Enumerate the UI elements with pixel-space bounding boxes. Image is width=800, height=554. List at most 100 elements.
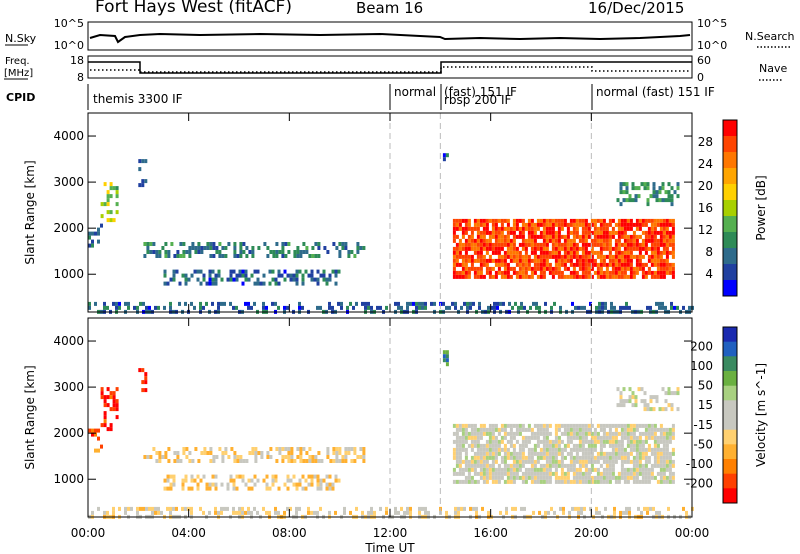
data-cell: [308, 459, 312, 463]
data-cell: [328, 301, 331, 306]
data-cell: [518, 463, 522, 468]
data-cell: [602, 479, 606, 484]
data-cell: [256, 510, 259, 515]
data-cell: [569, 222, 573, 227]
y-tick-label: 2000: [53, 426, 84, 440]
data-cell: [494, 234, 498, 239]
data-cell: [254, 451, 258, 455]
data-cell: [664, 190, 668, 195]
data-cell: [524, 266, 528, 271]
data-cell: [482, 246, 486, 251]
data-cell: [482, 451, 486, 456]
data-cell: [614, 459, 618, 464]
data-cell: [470, 467, 474, 472]
data-cell: [575, 234, 579, 239]
data-cell: [305, 451, 309, 455]
data-cell: [551, 266, 555, 271]
data-cell: [479, 246, 483, 251]
data-cell: [277, 510, 280, 515]
data-cell: [497, 270, 501, 275]
data-cell: [200, 250, 204, 254]
data-cell: [491, 467, 495, 472]
data-cell: [452, 262, 456, 267]
data-cell: [169, 486, 173, 491]
data-cell: [641, 451, 645, 456]
data-cell: [124, 301, 127, 306]
data-cell: [641, 266, 645, 271]
data-cell: [545, 423, 549, 428]
colorbar-swatch: [723, 168, 737, 185]
data-cell: [485, 230, 489, 235]
data-cell: [581, 262, 585, 267]
data-cell: [596, 270, 600, 275]
data-cell: [670, 202, 674, 207]
data-cell: [290, 455, 294, 459]
data-cell: [512, 226, 516, 231]
data-cell: [144, 179, 148, 184]
data-cell: [593, 439, 597, 444]
data-cell: [112, 506, 115, 511]
data-cell: [569, 258, 573, 263]
data-cell: [271, 482, 275, 487]
data-cell: [208, 269, 212, 274]
data-cell: [619, 190, 623, 195]
colorbar-swatch: [723, 444, 737, 460]
data-cell: [665, 467, 669, 472]
data-cell: [539, 234, 543, 239]
data-cell: [578, 427, 582, 432]
data-cell: [242, 459, 246, 463]
data-cell: [653, 258, 657, 263]
data-cell: [521, 258, 525, 263]
data-cell: [599, 479, 603, 484]
data-cell: [250, 273, 254, 278]
data-cell: [176, 250, 180, 254]
data-cell: [590, 274, 594, 279]
data-cell: [494, 467, 498, 472]
data-cell: [461, 254, 465, 259]
data-cell: [103, 403, 107, 408]
data-cell: [224, 447, 228, 451]
data-cell: [310, 474, 314, 479]
data-cell: [644, 479, 648, 484]
data-cell: [619, 399, 623, 404]
data-cell: [464, 423, 468, 428]
data-cell: [656, 443, 660, 448]
data-cell: [109, 395, 113, 400]
data-cell: [599, 439, 603, 444]
data-cell: [590, 266, 594, 271]
data-cell: [205, 301, 208, 306]
data-cell: [587, 266, 591, 271]
data-cell: [470, 431, 474, 436]
data-cell: [659, 274, 663, 279]
data-cell: [172, 273, 176, 278]
data-cell: [397, 301, 400, 306]
data-cell: [566, 266, 570, 271]
data-cell: [668, 479, 672, 484]
data-cell: [622, 510, 625, 515]
data-cell: [251, 250, 255, 254]
data-cell: [512, 451, 516, 456]
data-cell: [554, 439, 558, 444]
data-cell: [194, 447, 198, 451]
y-tick-label: 3000: [53, 380, 84, 394]
data-cell: [589, 301, 592, 306]
data-cell: [578, 455, 582, 460]
data-cell: [293, 250, 297, 254]
data-cell: [545, 258, 549, 263]
y-tick-label: 1000: [53, 267, 84, 281]
data-cell: [527, 435, 531, 440]
data-cell: [623, 258, 627, 263]
data-cell: [638, 455, 642, 460]
data-cell: [542, 266, 546, 271]
data-cell: [299, 455, 303, 459]
data-cell: [277, 281, 281, 286]
data-cell: [572, 218, 576, 223]
data-cell: [473, 266, 477, 271]
data-cell: [251, 447, 255, 451]
data-cell: [112, 391, 116, 396]
data-cell: [650, 435, 654, 440]
data-cell: [385, 305, 388, 310]
data-cell: [473, 467, 477, 472]
data-cell: [635, 471, 639, 476]
data-cell: [551, 270, 555, 275]
